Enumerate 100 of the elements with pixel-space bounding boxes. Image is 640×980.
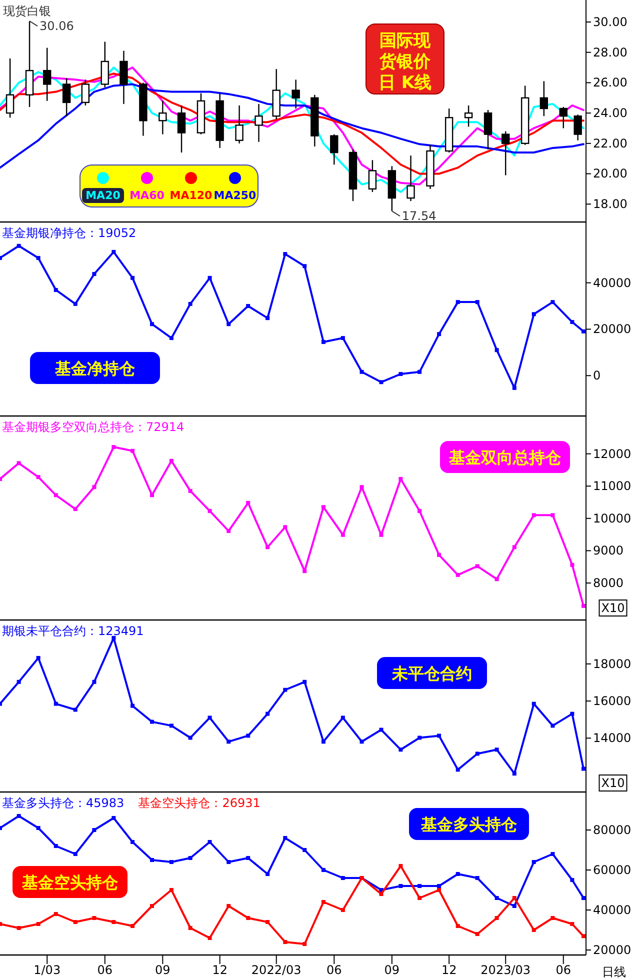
point [302,264,307,268]
point [532,312,536,316]
point [437,552,442,557]
annotation: 30.06 [40,19,74,34]
point [418,370,422,374]
point [456,300,460,304]
point [246,304,250,308]
point [73,302,78,306]
point [283,940,288,944]
point [36,256,40,260]
point [73,708,78,712]
candlestick [292,79,300,110]
x-tick-label: 12 [441,963,457,977]
point [340,532,345,537]
point [92,485,96,490]
y-tick-label: 20.00 [593,166,628,181]
point [379,892,384,896]
y-tick-label: 14000 [593,731,632,746]
point [266,920,270,924]
point [398,372,403,376]
y-tick-label: 9000 [593,544,624,558]
point [16,244,21,248]
point [494,896,499,900]
point [437,734,442,738]
point [475,300,480,304]
y-tick-label: 18.00 [593,197,628,212]
point [302,848,307,852]
point [475,752,480,756]
point [437,888,442,892]
candlestick [62,78,71,117]
point [532,513,536,518]
point [532,928,536,932]
chart-title: 基金期银净持仓：19052 [2,226,136,240]
point [188,736,192,740]
point [302,680,307,684]
point [418,884,422,888]
candlestick [368,159,377,193]
point [112,920,116,924]
point [581,766,586,771]
point [456,924,460,928]
point [226,740,231,744]
point [92,680,96,684]
point [130,704,135,708]
point [456,572,460,577]
point [169,724,174,728]
candlestick [502,130,510,176]
point [73,852,78,856]
point [36,826,40,830]
point [208,276,212,280]
y-tick-label: 60000 [593,863,632,877]
point [208,840,212,844]
point [581,934,586,938]
point [169,888,174,892]
point [581,329,586,334]
candlestick [484,109,492,150]
point [208,508,212,513]
point [54,288,58,292]
legend-label: MA250 [214,189,257,202]
point [226,529,231,533]
point [150,322,154,326]
point [570,712,574,716]
point [398,864,403,868]
point [188,926,192,930]
point [550,513,555,518]
point [246,856,250,860]
point [360,370,364,374]
point [321,900,326,904]
point [321,340,326,344]
point [169,860,174,864]
point [246,500,250,505]
point [512,904,516,908]
candlestick [100,41,109,88]
point [340,876,345,880]
point [112,445,116,450]
point [437,332,442,336]
point [570,562,574,567]
y-tick-label: 80000 [593,823,632,837]
note: X10 [598,774,628,792]
point [512,386,516,390]
point [188,488,192,493]
point [130,840,135,844]
point [512,545,516,550]
point [266,712,270,716]
point [130,276,135,280]
point [360,740,364,744]
y-tick-label: 20000 [593,322,632,336]
point [16,680,21,684]
point [532,860,536,864]
point [550,916,555,920]
point [188,856,192,860]
point [398,748,403,752]
point [36,475,40,480]
point [581,604,586,608]
point [54,844,58,848]
x-tick-label: 09 [384,963,400,977]
point [302,569,307,574]
point [475,876,480,880]
point [92,916,96,920]
point [456,872,460,876]
candlestick [330,134,338,166]
